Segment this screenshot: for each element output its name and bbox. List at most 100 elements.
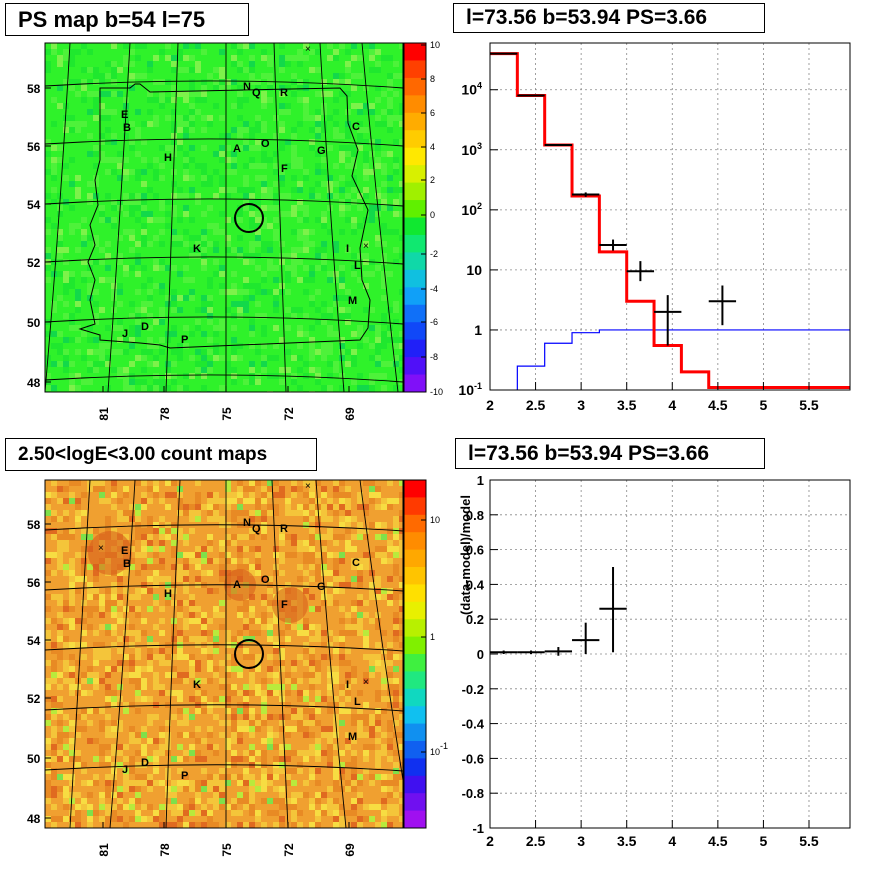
- meridian-line: [165, 42, 179, 393]
- colorbar-segment: [404, 252, 426, 271]
- y-tick-label: 0.8: [466, 508, 484, 523]
- data-point: [708, 285, 737, 326]
- colorbar-segment: [404, 287, 426, 306]
- colorbar-segment: [404, 217, 426, 236]
- meridian-line: [69, 479, 91, 829]
- y-tick-label: 50: [27, 752, 41, 766]
- source-label: A: [233, 579, 241, 591]
- x-tick-label: 3: [577, 833, 585, 849]
- x-tick-label: 5.5: [799, 397, 819, 413]
- source-label: O: [261, 574, 270, 586]
- colorbar-tick-label: -10: [430, 387, 443, 397]
- source-blob: [88, 531, 132, 575]
- background-model-line: [516, 329, 850, 390]
- source-label: C: [352, 121, 360, 133]
- colorbar-segment: [404, 810, 426, 829]
- x-tick-label: 5.5: [799, 833, 819, 849]
- source-label: E: [121, 545, 128, 557]
- source-label: M: [348, 731, 357, 743]
- spectrum-panel: 2 2.5 3 3.5 4 4.5 5 5.5 10-1 1 10 102 103 104: [458, 42, 851, 413]
- y-tick-label: -0.4: [462, 717, 485, 732]
- meridian-line: [359, 479, 404, 781]
- coordinate-grid: [44, 479, 404, 829]
- y-tick-label: 54: [27, 198, 41, 212]
- x-tick-label: 78: [158, 843, 172, 857]
- colorbar-segment: [404, 514, 426, 533]
- colorbar: 10 1 10-1: [403, 479, 448, 829]
- colorbar-frame: [403, 42, 427, 393]
- colorbar-segment: [404, 374, 426, 393]
- source-label: E: [121, 109, 128, 121]
- colorbar-segment: [404, 147, 426, 166]
- source-label: D: [141, 757, 149, 769]
- y-tick-label: 50: [27, 316, 41, 330]
- colorbar-segment: [404, 584, 426, 603]
- source-label: B: [123, 122, 131, 134]
- meridian-line: [361, 42, 399, 393]
- x-tick-label: 4: [668, 833, 676, 849]
- colorbar-segment: [404, 619, 426, 638]
- meridian-line: [319, 42, 345, 393]
- y-tick-label: 58: [27, 82, 41, 96]
- parallel-line: [44, 198, 404, 207]
- colorbar-tick-label: 8: [430, 74, 435, 84]
- colorbar-tick-label: 10: [430, 515, 440, 525]
- residual-panel: 2 2.5 3 3.5 4 4.5 5 5.5 1 0.8 0.6 0.4 0.2 0 -0.2 -0.4 -0…: [458, 473, 851, 849]
- x-tick-label: 3.5: [617, 833, 637, 849]
- x-tick-label: 81: [97, 843, 111, 857]
- colorbar-tick-label: 6: [430, 108, 435, 118]
- colorbar-segment: [404, 77, 426, 96]
- y-tick-label: 48: [27, 812, 41, 826]
- source-label: J: [122, 328, 128, 340]
- colorbar-segment: [404, 322, 426, 341]
- ps-map-title: PS map b=54 l=75: [5, 3, 249, 36]
- cross-marker: ×: [98, 543, 104, 554]
- residual-title: l=73.56 b=53.94 PS=3.66: [455, 438, 765, 469]
- y-tick-label: -0.6: [462, 751, 484, 766]
- y-tick-label: -1: [472, 821, 484, 836]
- y-tick-label: 104: [461, 81, 482, 98]
- colorbar-tick-label: 2: [430, 175, 435, 185]
- colorbar-segment: [404, 339, 426, 358]
- parallel-line: [44, 704, 404, 712]
- colorbar-segment: [404, 497, 426, 516]
- data-point: [544, 647, 573, 656]
- x-tick-label: 2.5: [526, 397, 546, 413]
- colorbar-segment: [404, 636, 426, 655]
- parallel-line: [44, 316, 404, 325]
- colorbar-tick-label: 0: [430, 210, 435, 220]
- x-tick-label: 81: [97, 407, 111, 421]
- colorbar-tick-label: 1: [430, 632, 435, 642]
- parallel-line: [44, 374, 404, 383]
- parallel-line: [44, 764, 404, 772]
- y-tick-label: 52: [27, 256, 41, 270]
- y-tick-label: 10: [466, 262, 482, 278]
- x-tick-label: 69: [343, 843, 357, 857]
- data-point: [572, 192, 600, 197]
- target-circle: [234, 639, 264, 669]
- y-tick-label: 0.4: [466, 577, 485, 592]
- source-label: Q: [252, 87, 261, 99]
- data-point: [599, 567, 627, 653]
- x-tick-label: 5: [760, 833, 768, 849]
- count-map-title: 2.50<logE<3.00 count maps: [5, 438, 317, 471]
- region-outline: [78, 83, 371, 349]
- source-label: Q: [252, 523, 261, 535]
- colorbar-segment: [404, 775, 426, 794]
- parallel-line: [44, 80, 404, 89]
- data-point: [517, 650, 545, 654]
- colorbar-segment: [404, 741, 426, 759]
- source-label: N: [243, 81, 251, 93]
- colorbar-segment: [404, 130, 426, 149]
- y-tick-label: 0.2: [466, 612, 484, 627]
- x-tick-label: 75: [220, 407, 234, 421]
- target-circle: [234, 203, 264, 233]
- cross-marker: ×: [363, 677, 369, 688]
- y-tick-label: 54: [27, 634, 41, 648]
- y-tick-label: 56: [27, 140, 41, 154]
- y-tick-label: 10-1: [458, 381, 482, 398]
- source-label: F: [281, 163, 288, 175]
- source-label: K: [193, 679, 201, 691]
- y-tick-label: 52: [27, 692, 41, 706]
